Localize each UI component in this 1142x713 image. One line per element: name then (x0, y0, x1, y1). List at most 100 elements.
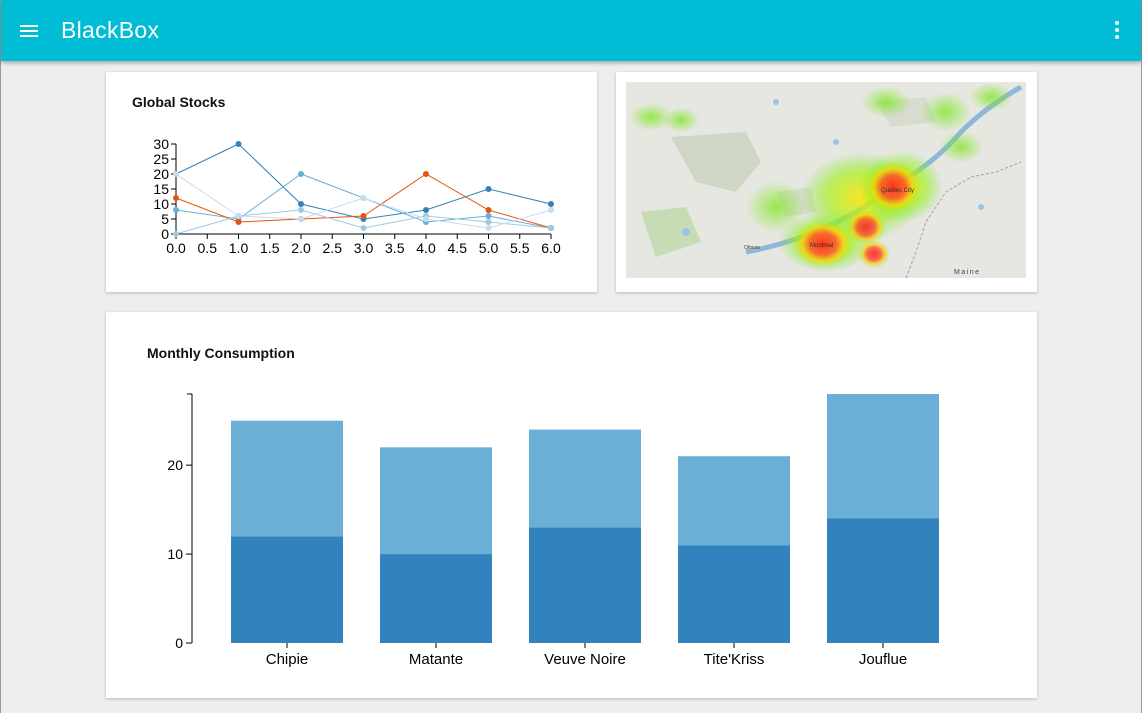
app-bar: BlackBox (1, 0, 1141, 61)
stocks-point-c (485, 207, 492, 213)
map-label-ottawa: Ottawa (744, 245, 760, 251)
stocks-point-a (485, 186, 492, 192)
bar-top-4 (827, 394, 939, 519)
bar-top-0 (231, 420, 343, 537)
stocks-point-a (298, 201, 304, 207)
stocks-series-line-a (175, 143, 552, 220)
heat-spot-ne (969, 83, 1013, 111)
stocks-x-tick-label: 0.5 (198, 240, 218, 256)
stocks-x-tick-label: 2.5 (323, 240, 343, 256)
stocks-y-tick-label: 30 (153, 136, 169, 152)
stocks-x-tick-label: 4.0 (416, 240, 436, 256)
consumption-title: Monthly Consumption (147, 345, 295, 361)
bar-top-1 (380, 447, 492, 555)
app-title: BlackBox (61, 17, 160, 43)
bar-bottom-4 (827, 518, 939, 643)
bars-y-tick-label: 0 (175, 635, 183, 651)
stocks-y-tick-label: 15 (153, 181, 169, 197)
stocks-point-b (173, 207, 179, 213)
stocks-y-tick-label: 25 (153, 151, 169, 167)
map-card: Montreal Quebec City Ottawa Maine (616, 72, 1037, 292)
bar-bottom-3 (678, 545, 790, 643)
heatmap-map[interactable]: Montreal Quebec City Ottawa Maine (626, 82, 1026, 278)
heat-spot-montreal (793, 220, 853, 268)
stocks-card: Global Stocks 0 5 10 15 20 25 30 0.0 0.5 1.0 1.5 2.… (106, 72, 597, 292)
bar-top-3 (678, 456, 790, 546)
heat-spot-e (939, 131, 983, 163)
map-label-montreal: Montreal (810, 243, 833, 249)
stocks-point-d (298, 207, 304, 213)
bars-category-label: Matante (409, 651, 463, 668)
bar-bottom-1 (380, 554, 492, 643)
stocks-title: Global Stocks (132, 94, 226, 110)
stocks-y-tick-label: 5 (161, 211, 169, 227)
stocks-x-tick-label: 6.0 (541, 240, 561, 256)
stocks-y-tick-label: 20 (153, 166, 169, 182)
stocks-x-tick-label: 1.5 (260, 240, 280, 256)
stocks-point-e (298, 216, 304, 222)
more-menu-button[interactable] (1107, 18, 1127, 42)
stocks-point-c (423, 171, 429, 177)
stocks-point-a (548, 201, 554, 207)
bars-category-label: Chipie (266, 651, 309, 668)
stocks-point-c (235, 219, 242, 225)
heat-spot-n-1 (861, 86, 911, 118)
map-label-quebec: Quebec City (881, 188, 914, 194)
stocks-point-d (485, 219, 492, 225)
menu-button[interactable] (1, 0, 57, 61)
stocks-point-e (548, 207, 554, 213)
map-forest-1 (671, 132, 761, 192)
bars-category-label: Jouflue (859, 651, 907, 668)
heat-spot-n-2 (921, 92, 971, 132)
stocks-point-b (485, 213, 492, 219)
bar-bottom-0 (231, 536, 343, 643)
stocks-point-e (423, 216, 429, 222)
bars-category-label: Tite'Kriss (704, 651, 765, 668)
consumption-bar-chart: 0 10 20 Chipie Matante Veuve Noire Tite'Kriss J… (167, 393, 939, 668)
heat-spot-nw-1 (629, 103, 673, 131)
map-lake-1 (773, 99, 779, 105)
stocks-y-tick-label: 0 (161, 226, 169, 242)
stocks-point-d (548, 225, 554, 231)
menu-icon (20, 24, 38, 37)
heat-spot-w (746, 181, 806, 233)
stocks-point-d (173, 231, 179, 237)
stocks-point-c (173, 195, 179, 201)
bars-category-label: Veuve Noire (544, 651, 626, 668)
stocks-x-tick-label: 0.0 (166, 240, 186, 256)
stocks-point-a (235, 141, 242, 147)
stocks-x-tick-label: 2.0 (291, 240, 311, 256)
heat-spot-east-1 (846, 209, 886, 245)
stocks-point-a (423, 207, 429, 213)
stocks-point-e (485, 225, 492, 231)
bars-y-tick-label: 10 (167, 546, 183, 562)
map-lake-4 (978, 204, 984, 210)
stocks-point-e (360, 195, 367, 201)
stocks-point-e (235, 213, 242, 219)
bar-bottom-2 (529, 527, 641, 643)
stocks-x-tick-label: 3.5 (385, 240, 405, 256)
stocks-y-tick-label: 10 (153, 196, 169, 212)
stocks-x-tick-label: 3.0 (354, 240, 374, 256)
map-forest-2 (641, 207, 701, 257)
stocks-point-e (173, 171, 179, 177)
map-label-maine: Maine (954, 269, 981, 276)
map-lake-3 (833, 139, 839, 145)
bars-y-tick-label: 20 (167, 457, 183, 473)
stocks-x-tick-label: 5.0 (479, 240, 499, 256)
stocks-x-tick-label: 4.5 (448, 240, 468, 256)
stocks-x-tick-label: 1.0 (229, 240, 249, 256)
bar-top-2 (529, 429, 641, 528)
map-border (905, 161, 1022, 278)
map-lake-2 (682, 228, 690, 236)
stocks-point-c (360, 213, 367, 219)
more-vert-icon (1115, 21, 1119, 25)
stocks-point-d (360, 225, 367, 231)
heat-spot-nw-2 (663, 107, 699, 133)
stocks-x-tick-label: 5.5 (510, 240, 530, 256)
stocks-point-b (298, 171, 304, 177)
heat-spot-east-2 (858, 240, 890, 268)
consumption-card: Monthly Consumption 0 10 20 Chipie Matante Ve… (106, 312, 1037, 698)
heat-spot-quebec (865, 161, 921, 213)
